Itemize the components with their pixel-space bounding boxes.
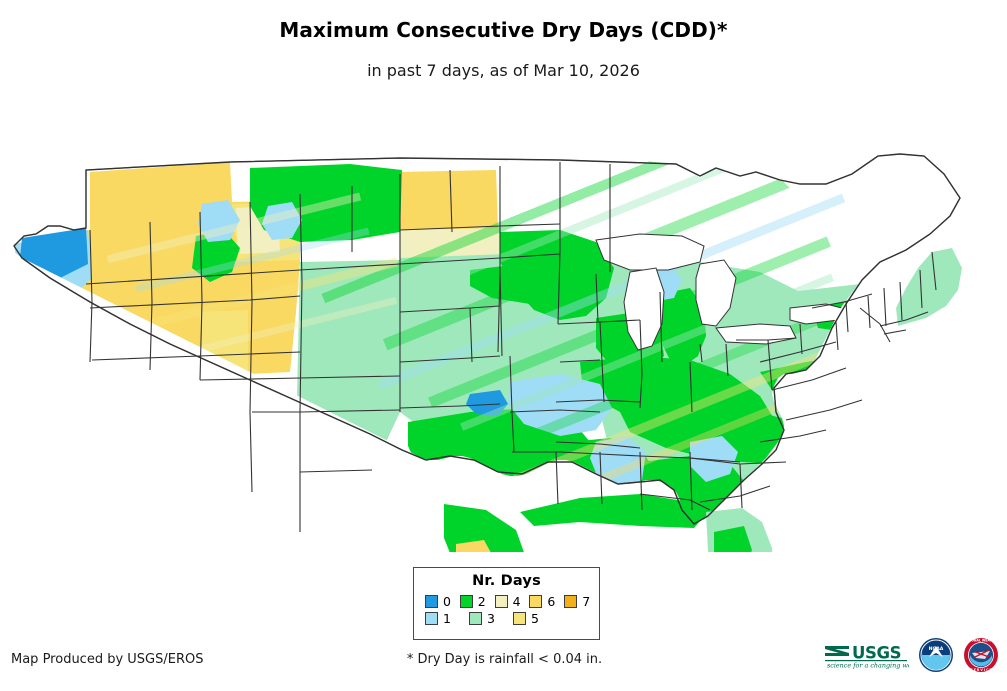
national-border	[13, 153, 961, 525]
svg-text:S E R V I C E: S E R V I C E	[970, 668, 991, 672]
legend-swatch-6	[529, 595, 543, 608]
svg-text:science for a changing world: science for a changing world	[827, 662, 909, 670]
map-container[interactable]	[0, 112, 1007, 552]
svg-text:USGS: USGS	[852, 644, 901, 663]
legend-item-5[interactable]: 5	[513, 612, 557, 625]
noaa-logo[interactable]: NOAA	[918, 637, 954, 673]
lake-michigan	[623, 267, 665, 351]
legend-swatch-0	[425, 595, 438, 608]
legend-label-0: 0	[443, 594, 451, 609]
lake-superior	[595, 233, 705, 271]
legend-item-4[interactable]: 4	[494, 594, 530, 609]
us-cdd-choropleth-map[interactable]	[0, 112, 1007, 552]
map-credit: Map Produced by USGS/EROS	[11, 652, 204, 667]
page-title: Maximum Consecutive Dry Days (CDD)*	[279, 18, 728, 42]
class-6-cplains-nd	[400, 170, 498, 232]
legend-label-6: 6	[547, 594, 556, 609]
legend-label-4: 4	[512, 594, 521, 609]
class-0-oklahoma	[466, 390, 508, 416]
legend-item-1[interactable]: 1	[425, 612, 469, 625]
class-1-georgia-n	[690, 436, 738, 482]
nws-logo[interactable]: NATIONAL WEATHER S E R V I C E	[963, 637, 999, 673]
legend-swatch-3	[469, 612, 482, 625]
legend-label-7: 7	[582, 594, 591, 609]
legend-swatch-4	[494, 595, 508, 608]
class-2-idaho	[192, 230, 240, 282]
lake-huron	[695, 259, 737, 327]
legend-swatch-2	[459, 595, 473, 608]
legend-swatch-5	[513, 612, 526, 625]
agency-logos: USGS science for a changing world NOAA N…	[823, 637, 999, 673]
legend-title: Nr. Days	[472, 573, 541, 589]
legend-label-3: 3	[487, 611, 495, 626]
legend-item-0[interactable]: 0	[425, 595, 460, 608]
map-legend: Nr. Days 0 2 4 6 7	[413, 567, 600, 640]
legend-item-2[interactable]: 2	[459, 594, 495, 609]
svg-text:NOAA: NOAA	[929, 646, 944, 652]
class-1-arkansas	[508, 374, 612, 436]
legend-swatch-7	[564, 595, 578, 608]
class-1-dakota-w	[262, 202, 302, 240]
legend-item-6[interactable]: 6	[529, 595, 564, 608]
legend-item-7[interactable]: 7	[564, 595, 599, 608]
legend-swatch-1	[425, 612, 438, 625]
legend-rows: 0 2 4 6 7 1	[414, 593, 599, 627]
class-1-idaho-n	[198, 200, 240, 242]
outside-us-mask	[0, 112, 1007, 552]
page-subtitle: in past 7 days, as of Mar 10, 2026	[367, 61, 640, 80]
svg-text:NATIONAL WEATHER: NATIONAL WEATHER	[963, 639, 999, 643]
legend-row-bottom: 1 3 5	[425, 610, 599, 627]
map-footnote: * Dry Day is rainfall < 0.04 in.	[406, 652, 603, 667]
legend-item-3[interactable]: 3	[469, 612, 513, 625]
great-lakes	[595, 233, 843, 351]
legend-label-2: 2	[477, 594, 486, 609]
legend-label-1: 1	[443, 611, 451, 626]
usgs-logo[interactable]: USGS science for a changing world	[823, 640, 909, 670]
us-silhouette-fix	[444, 248, 962, 552]
legend-label-5: 5	[531, 611, 539, 626]
class-2-michigan	[656, 288, 706, 366]
legend-row-top: 0 2 4 6 7	[425, 593, 599, 610]
class-2-tenn	[620, 404, 820, 464]
class-2-sdak	[470, 264, 560, 304]
